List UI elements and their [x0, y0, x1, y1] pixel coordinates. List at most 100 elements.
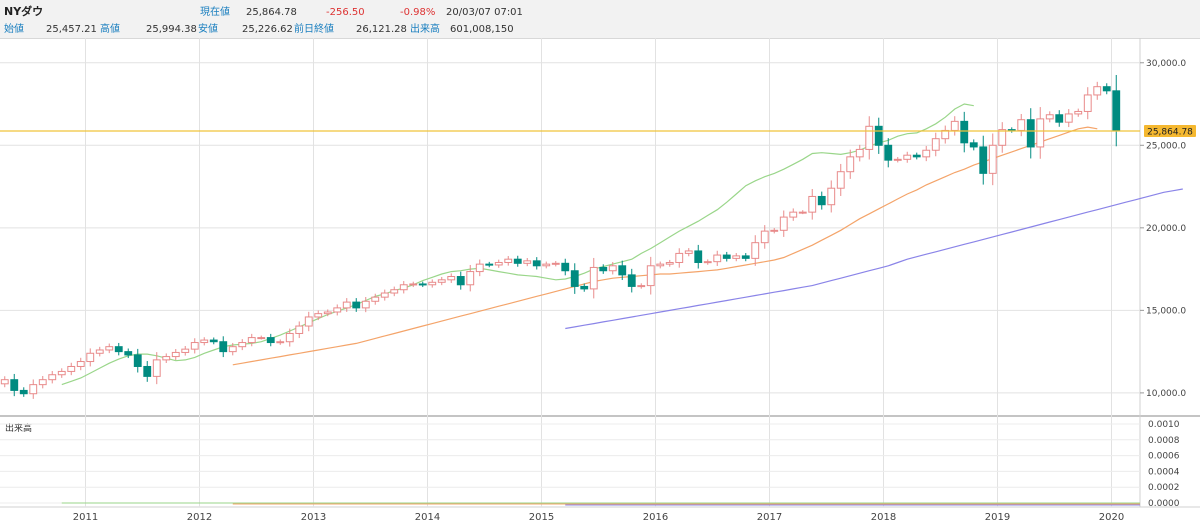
x-tick-label: 2017: [757, 512, 782, 523]
open-value: 25,457.21: [46, 24, 97, 35]
candle-up: [247, 337, 256, 344]
candle-down: [209, 339, 218, 343]
candle-up: [789, 211, 798, 218]
candle-down: [1055, 114, 1064, 123]
candle-up: [988, 144, 997, 174]
candle-up: [95, 349, 104, 354]
volume-value: 601,008,150: [450, 24, 514, 35]
candle-up: [656, 263, 665, 267]
candle-up: [48, 374, 57, 381]
candle-up: [646, 265, 655, 287]
candle-up: [608, 265, 617, 272]
candle-down: [1112, 90, 1121, 131]
x-tick-label: 2014: [415, 512, 440, 523]
candle-up: [827, 187, 836, 206]
candle-up: [751, 242, 760, 259]
volume-tick-label: 0.0004: [1148, 467, 1180, 477]
candle-up: [903, 154, 912, 160]
candle-up: [998, 129, 1007, 146]
candle-down: [266, 337, 275, 344]
candle-down: [580, 285, 589, 290]
candle-up: [105, 346, 114, 351]
y-tick-label: 15,000.0: [1146, 306, 1186, 316]
candle-up: [257, 337, 266, 340]
candle-up: [770, 229, 779, 232]
quote-datetime: 20/03/07 07:01: [446, 7, 523, 18]
candle-up: [504, 258, 513, 263]
candle-up: [285, 332, 294, 343]
candle-up: [333, 307, 342, 313]
current-price-label: 現在値: [200, 7, 230, 18]
candle-up: [228, 346, 237, 353]
grid-lines: [0, 38, 1200, 508]
candle-up: [760, 230, 769, 244]
candle-up: [779, 216, 788, 231]
candle-down: [741, 255, 750, 259]
candle-down: [352, 301, 361, 309]
candle-up: [447, 276, 456, 281]
candle-down: [143, 365, 152, 377]
ma-long-line: [565, 188, 1183, 330]
candle-up: [38, 379, 47, 386]
volume-label: 出来高: [410, 24, 440, 35]
candle-up: [703, 261, 712, 264]
candle-up: [437, 279, 446, 283]
x-tick-label: 2013: [301, 512, 326, 523]
candle-down: [618, 265, 627, 276]
x-tick-label: 2018: [871, 512, 896, 523]
candle-up: [86, 352, 95, 363]
candle-up: [171, 351, 180, 358]
candle-down: [513, 258, 522, 264]
x-tick-label: 2011: [73, 512, 98, 523]
moving-averages: [61, 103, 1183, 386]
high-label: 高値: [100, 24, 120, 35]
candle-up: [475, 263, 484, 273]
high-value: 25,994.38: [146, 24, 197, 35]
candle-up: [523, 260, 532, 264]
x-tick-label: 2019: [985, 512, 1010, 523]
candle-down: [19, 389, 28, 395]
candle-down: [570, 270, 579, 287]
candle-up: [1093, 86, 1102, 96]
x-tick-label: 2016: [643, 512, 668, 523]
candle-up: [152, 359, 161, 377]
x-tick-label: 2012: [187, 512, 212, 523]
candle-down: [599, 266, 608, 272]
candle-up: [684, 250, 693, 254]
candle-down: [969, 142, 978, 148]
low-value: 25,226.62: [242, 24, 293, 35]
y-tick-label: 30,000.0: [1146, 59, 1186, 69]
candle-up: [190, 342, 199, 350]
candle-up: [200, 339, 209, 344]
candlestick-series: [0, 74, 1121, 399]
open-label: 始値: [4, 24, 24, 35]
candle-up: [542, 263, 551, 267]
candle-up: [941, 129, 950, 140]
candle-up: [675, 252, 684, 263]
candle-up: [361, 300, 370, 309]
candle-down: [874, 125, 883, 146]
y-tick-label: 25,000.0: [1146, 141, 1186, 151]
candle-up: [76, 361, 85, 367]
candle-up: [922, 149, 931, 158]
candle-up: [162, 356, 171, 361]
candle-up: [390, 289, 399, 294]
candle-down: [1026, 119, 1035, 148]
volume-panel: 出来高 0.0010 0.0008 0.0006 0.0004 0.0002 0.0000: [0, 420, 1180, 509]
candle-up: [855, 148, 864, 158]
volume-panel-label: 出来高: [5, 422, 32, 434]
candle-up: [342, 301, 351, 309]
volume-tick-label: 0.0002: [1148, 483, 1180, 493]
quote-header: NYダウ 現在値 25,864.78 -256.50 -0.98% 20/03/…: [0, 0, 1200, 39]
candle-up: [1036, 118, 1045, 148]
candle-down: [418, 283, 427, 286]
candle-up: [893, 158, 902, 161]
ma-mid-line: [232, 126, 1098, 366]
candle-up: [466, 271, 475, 286]
price-chart[interactable]: 30,000.0 25,000.0 20,000.0 15,000.0 10,000.0…: [0, 38, 1200, 531]
candle-up: [494, 261, 503, 266]
candle-down: [114, 346, 123, 353]
candle-up: [57, 370, 66, 376]
candle-up: [0, 379, 9, 385]
candle-up: [409, 283, 418, 286]
